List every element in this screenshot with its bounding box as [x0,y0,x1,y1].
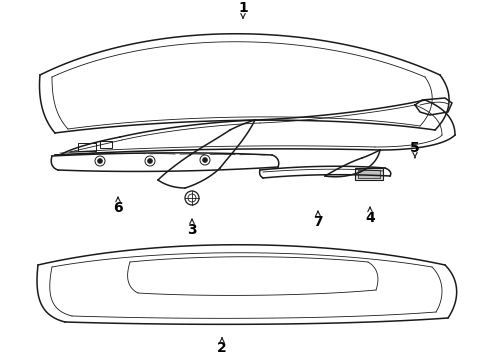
Text: 3: 3 [187,223,197,237]
Circle shape [202,158,207,162]
Text: 2: 2 [217,341,227,355]
Text: 5: 5 [410,141,420,155]
Bar [100,141,112,148]
Bar [78,143,96,151]
Text: 7: 7 [313,215,323,229]
Circle shape [98,158,102,163]
Bar [355,168,383,180]
Bar [358,170,380,178]
Text: 4: 4 [365,211,375,225]
Text: 1: 1 [238,1,248,15]
Circle shape [147,158,152,163]
Text: 6: 6 [113,201,123,215]
